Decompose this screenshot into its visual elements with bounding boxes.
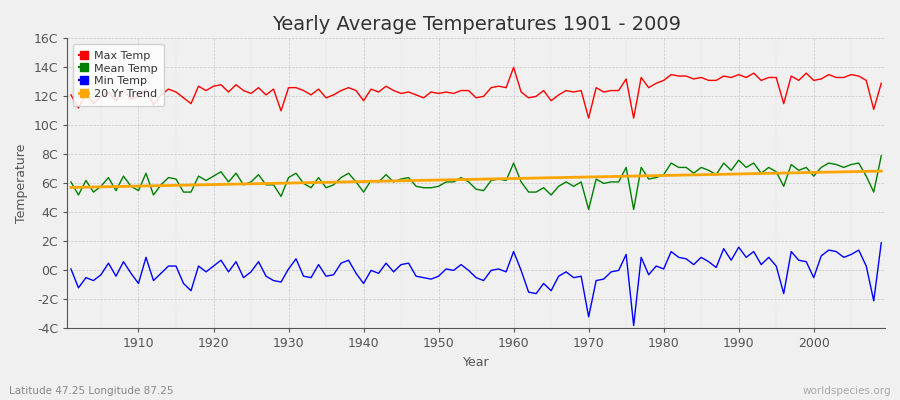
Legend: Max Temp, Mean Temp, Min Temp, 20 Yr Trend: Max Temp, Mean Temp, Min Temp, 20 Yr Tre…	[73, 44, 164, 106]
Y-axis label: Temperature: Temperature	[15, 144, 28, 223]
X-axis label: Year: Year	[463, 356, 490, 369]
Text: worldspecies.org: worldspecies.org	[803, 386, 891, 396]
Text: Latitude 47.25 Longitude 87.25: Latitude 47.25 Longitude 87.25	[9, 386, 174, 396]
Title: Yearly Average Temperatures 1901 - 2009: Yearly Average Temperatures 1901 - 2009	[272, 15, 680, 34]
